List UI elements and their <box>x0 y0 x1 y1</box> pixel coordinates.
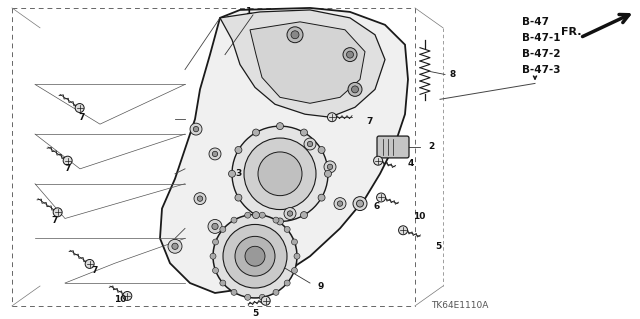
Text: 10: 10 <box>114 295 126 304</box>
Circle shape <box>337 201 342 206</box>
Circle shape <box>284 226 290 233</box>
Polygon shape <box>250 22 365 103</box>
Circle shape <box>232 126 328 221</box>
Circle shape <box>244 138 316 210</box>
Text: 7: 7 <box>65 164 71 173</box>
Circle shape <box>212 239 218 245</box>
Text: B-47: B-47 <box>522 17 549 27</box>
Polygon shape <box>220 10 385 117</box>
Circle shape <box>273 217 279 223</box>
Circle shape <box>53 208 62 217</box>
Circle shape <box>245 246 265 266</box>
Circle shape <box>193 126 198 132</box>
Circle shape <box>259 294 266 300</box>
Circle shape <box>324 170 332 177</box>
FancyBboxPatch shape <box>377 136 409 158</box>
Circle shape <box>304 138 316 150</box>
Circle shape <box>168 239 182 253</box>
Circle shape <box>301 211 307 219</box>
Text: B-47-1: B-47-1 <box>522 33 561 43</box>
Circle shape <box>213 214 297 298</box>
Circle shape <box>376 193 385 202</box>
Circle shape <box>235 194 242 201</box>
Circle shape <box>324 161 336 173</box>
Circle shape <box>327 164 333 169</box>
Circle shape <box>258 152 302 196</box>
Circle shape <box>291 239 298 245</box>
Circle shape <box>123 292 132 300</box>
Circle shape <box>194 193 206 204</box>
Circle shape <box>212 268 218 273</box>
Circle shape <box>318 194 325 201</box>
Text: 4: 4 <box>408 160 414 168</box>
Circle shape <box>172 243 178 249</box>
Circle shape <box>307 141 313 147</box>
Circle shape <box>223 225 287 288</box>
Circle shape <box>244 212 251 218</box>
Circle shape <box>228 170 236 177</box>
Text: 7: 7 <box>52 216 58 225</box>
Circle shape <box>220 226 226 233</box>
Circle shape <box>253 129 259 136</box>
Text: 3: 3 <box>236 169 242 178</box>
Circle shape <box>334 198 346 210</box>
Circle shape <box>212 151 218 157</box>
Text: 5: 5 <box>252 309 258 318</box>
Circle shape <box>231 289 237 295</box>
Text: 10: 10 <box>413 212 426 221</box>
Circle shape <box>328 113 337 122</box>
Circle shape <box>287 211 292 216</box>
Circle shape <box>244 294 251 300</box>
Circle shape <box>374 156 383 165</box>
Circle shape <box>261 296 270 305</box>
Circle shape <box>197 196 203 201</box>
Circle shape <box>235 236 275 276</box>
Circle shape <box>301 129 307 136</box>
Circle shape <box>85 259 94 268</box>
Circle shape <box>353 197 367 211</box>
Circle shape <box>284 280 290 286</box>
Circle shape <box>212 223 218 230</box>
Text: B-47-2: B-47-2 <box>522 48 561 59</box>
Circle shape <box>190 123 202 135</box>
Circle shape <box>291 268 298 273</box>
Circle shape <box>294 253 300 259</box>
Text: 8: 8 <box>450 70 456 79</box>
Circle shape <box>63 156 72 165</box>
Circle shape <box>343 48 357 62</box>
Text: 6: 6 <box>374 202 380 211</box>
Circle shape <box>209 148 221 160</box>
Circle shape <box>276 122 284 130</box>
Circle shape <box>75 104 84 113</box>
Circle shape <box>208 219 222 234</box>
Circle shape <box>284 208 296 219</box>
Circle shape <box>318 146 325 153</box>
Text: 1: 1 <box>245 7 251 16</box>
Text: 7: 7 <box>367 117 373 126</box>
Text: 2: 2 <box>428 143 435 152</box>
Text: 9: 9 <box>318 282 324 291</box>
Circle shape <box>276 218 284 225</box>
Text: FR.: FR. <box>561 27 582 37</box>
Circle shape <box>220 280 226 286</box>
Text: TK64E1110A: TK64E1110A <box>431 301 489 310</box>
Polygon shape <box>160 8 408 293</box>
Text: 7: 7 <box>92 266 98 275</box>
Circle shape <box>287 27 303 43</box>
Circle shape <box>273 289 279 295</box>
Text: 5: 5 <box>435 242 441 251</box>
Circle shape <box>235 146 242 153</box>
Circle shape <box>346 51 353 58</box>
Circle shape <box>210 253 216 259</box>
Circle shape <box>348 82 362 96</box>
Circle shape <box>259 212 266 218</box>
Circle shape <box>356 200 364 207</box>
Circle shape <box>291 31 299 39</box>
Circle shape <box>231 217 237 223</box>
Text: B-47-3: B-47-3 <box>522 64 561 75</box>
Circle shape <box>351 86 358 93</box>
Circle shape <box>253 211 259 219</box>
Circle shape <box>399 226 408 235</box>
Text: 7: 7 <box>79 113 85 122</box>
